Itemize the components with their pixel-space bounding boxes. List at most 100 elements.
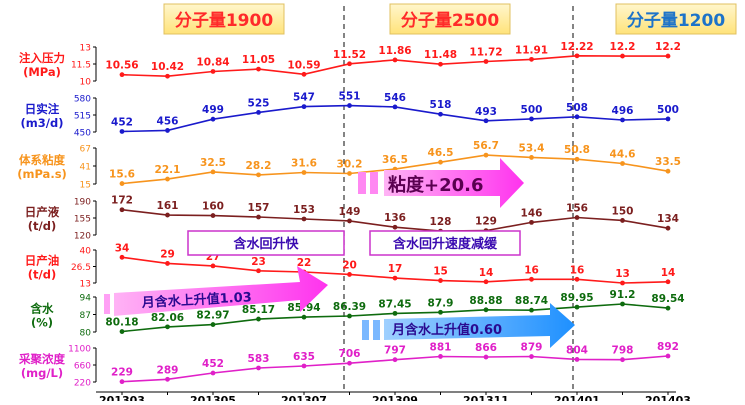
viscosity-arrow (384, 158, 524, 208)
data-label: 11.05 (242, 54, 275, 66)
data-point (165, 324, 170, 330)
data-point (665, 225, 671, 231)
data-label: 87.45 (378, 298, 411, 310)
panel-unit-oil: (t/d) (28, 268, 56, 282)
water-fast-box (187, 230, 345, 256)
data-point (620, 301, 625, 307)
data-label: 11.52 (333, 49, 366, 61)
y-tick-label: 13 (80, 280, 91, 290)
data-label: 12.2 (610, 41, 636, 53)
panel-daily_inj: 日实注(m3/d) 580 515 450 452 456 499 525 547 551 546 5… (21, 91, 679, 139)
y-tick-label: 120 (74, 232, 91, 242)
data-point (347, 218, 352, 224)
data-label: 706 (339, 348, 361, 360)
x-axis: 201303 201305 201307 201309 201311 201401 2014… (96, 391, 691, 405)
data-point (392, 310, 398, 316)
viscosity-annotation: 粘度+20.6 (388, 174, 484, 196)
data-label: 86.39 (333, 301, 366, 313)
data-label: 88.74 (515, 295, 548, 307)
data-point (438, 111, 443, 117)
data-point (620, 161, 625, 166)
panel-unit-conc: (mg/L) (21, 366, 63, 380)
panel-label-conc: 采聚浓度 (18, 352, 65, 366)
data-label: 229 (111, 367, 133, 379)
data-point (574, 215, 580, 220)
data-label: 134 (657, 213, 679, 225)
data-point (574, 357, 580, 362)
data-point (483, 152, 489, 158)
y-tick-label: 1100 (68, 345, 91, 355)
data-label: 32.5 (200, 157, 226, 169)
data-point (392, 224, 398, 230)
water-rise-label-1: 月含水上升值1.03 (140, 289, 252, 311)
water-rise-arrow-2-stripe-1 (362, 320, 369, 340)
data-label: 500 (521, 104, 543, 116)
x-tick-label: 201311 (463, 394, 509, 401)
data-label: 56.7 (473, 140, 499, 152)
viscosity-arrow-stripe-2 (370, 172, 378, 194)
data-point (438, 159, 443, 165)
panel-unit-viscosity: (mPa.s) (17, 167, 67, 181)
phase-label-2500: 分子量2500 (401, 10, 499, 31)
data-label: 10.42 (151, 61, 184, 73)
data-point (256, 268, 261, 274)
data-label: 29 (160, 248, 175, 260)
data-label: 10.84 (196, 56, 229, 68)
data-label: 31.6 (291, 158, 317, 170)
data-label: 496 (612, 105, 634, 117)
y-tick-label: 450 (74, 129, 91, 139)
data-point (119, 207, 125, 213)
data-label: 23 (251, 256, 266, 268)
data-label: 456 (157, 115, 179, 127)
data-label: 156 (566, 203, 588, 215)
data-label: 153 (293, 204, 315, 216)
data-label: 15.6 (109, 169, 135, 181)
data-point (665, 353, 671, 359)
water-rise-arrow-2 (384, 303, 575, 348)
panel-unit-liquid: (t/d) (28, 219, 56, 233)
data-label: 11.91 (515, 44, 548, 56)
data-point (347, 103, 352, 108)
data-label: 14 (661, 267, 676, 279)
data-point (665, 168, 671, 174)
data-label: 508 (566, 102, 588, 114)
data-label: 157 (248, 202, 270, 214)
data-point (347, 171, 352, 176)
data-point (529, 276, 534, 282)
data-point (256, 172, 261, 178)
data-label: 146 (521, 207, 543, 219)
data-point (665, 305, 671, 311)
data-label: 82.97 (196, 310, 229, 322)
data-label: 797 (384, 345, 406, 357)
data-point (620, 218, 625, 223)
data-point (529, 56, 534, 62)
panel-liquid: 日产液(t/d) 190 155 120 172 161 160 157 153 149 136 12… (25, 195, 679, 242)
water-slow-box (369, 230, 521, 256)
data-point (210, 370, 216, 376)
data-label: 11.72 (469, 47, 502, 59)
water-rise-arrow-1 (114, 266, 328, 316)
y-tick-label: 660 (74, 362, 91, 372)
water-rise-arrow-1-stripe (104, 294, 110, 314)
data-point (119, 379, 125, 385)
data-point (483, 59, 489, 64)
data-point (347, 313, 352, 319)
data-label: 129 (475, 216, 497, 228)
data-label: 89.54 (651, 293, 684, 305)
data-point (210, 213, 216, 218)
data-point (119, 329, 125, 334)
panel-unit-daily_inj: (m3/d) (21, 116, 64, 130)
data-label: 33.5 (655, 156, 681, 168)
x-tick-label: 201305 (190, 394, 236, 401)
data-point (210, 263, 216, 269)
data-point (256, 365, 261, 371)
panel-label-water: 含水 (30, 302, 54, 316)
data-label: 16 (524, 264, 539, 276)
y-tick-label: 190 (74, 198, 91, 208)
data-label: 53.4 (519, 142, 545, 154)
data-point (665, 53, 671, 59)
data-label: 17 (388, 263, 403, 275)
y-tick-label: 10 (80, 78, 92, 88)
data-label: 22.1 (155, 164, 181, 176)
